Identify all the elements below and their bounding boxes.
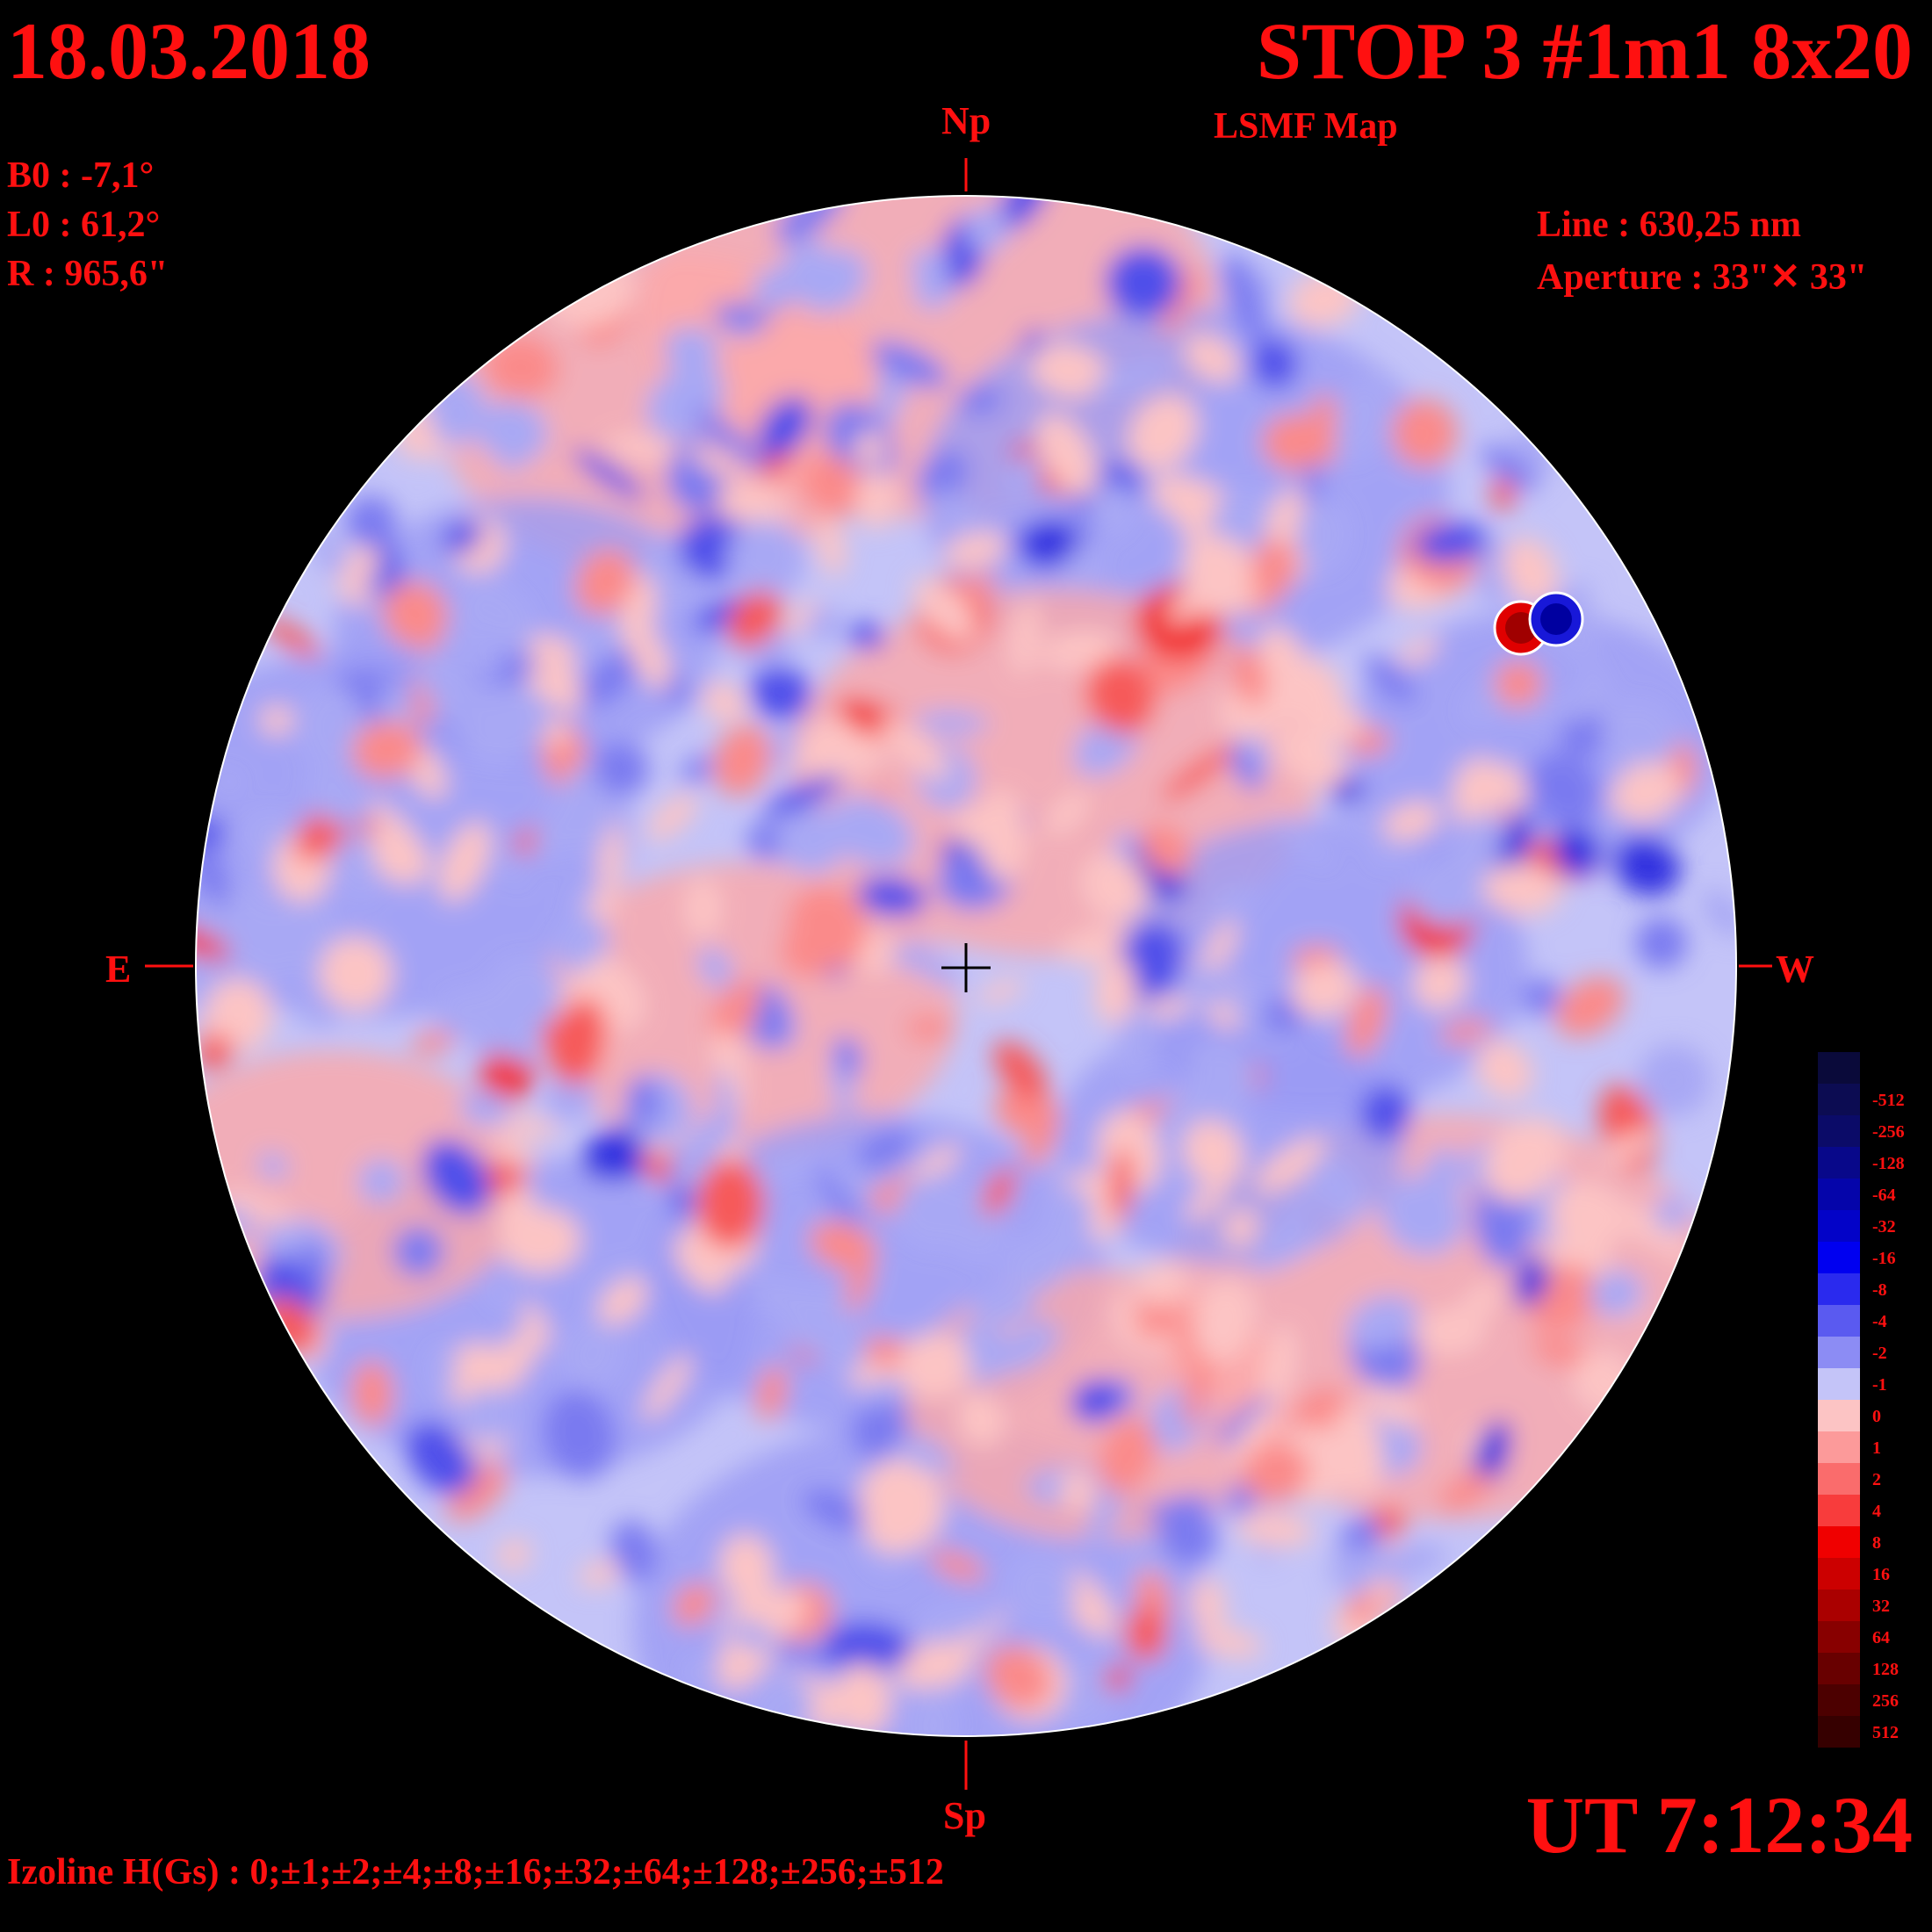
- colorbar-swatch: [1818, 1400, 1860, 1431]
- colorbar-tick-label: 8: [1872, 1533, 1881, 1553]
- aperture: Aperture : 33"✕ 33": [1537, 257, 1868, 298]
- colorbar-tick-label: -8: [1872, 1280, 1887, 1300]
- colorbar-swatch: [1818, 1210, 1860, 1242]
- colorbar-tick-label: -4: [1872, 1312, 1887, 1331]
- colorbar-swatch: [1818, 1716, 1860, 1748]
- colorbar-tick-label: -1: [1872, 1375, 1887, 1395]
- colorbar-tick-label: -32: [1872, 1217, 1896, 1236]
- colorbar-tick-label: -16: [1872, 1249, 1896, 1268]
- disk-limb: [195, 195, 1737, 1737]
- colorbar-tick-label: 2: [1872, 1470, 1881, 1489]
- east-label: E: [105, 948, 132, 991]
- colorbar: [1818, 1052, 1860, 1748]
- colorbar-tick-label: 512: [1872, 1723, 1899, 1742]
- colorbar-swatch: [1818, 1305, 1860, 1337]
- izoline-levels: Izoline H(Gs) : 0;±1;±2;±4;±8;±16;±32;±6…: [7, 1852, 944, 1892]
- colorbar-tick-label: 4: [1872, 1502, 1881, 1521]
- radius-parameter: R : 965,6": [7, 254, 169, 294]
- colorbar-swatch: [1818, 1590, 1860, 1621]
- colorbar-tick-label: 1: [1872, 1438, 1881, 1458]
- colorbar-swatch: [1818, 1558, 1860, 1590]
- colorbar-swatch: [1818, 1495, 1860, 1526]
- colorbar-tick-label: 16: [1872, 1565, 1890, 1584]
- b0-parameter: B0 : -7,1°: [7, 155, 155, 196]
- colorbar-swatch: [1818, 1621, 1860, 1653]
- disk-center-cross: [941, 943, 991, 992]
- colorbar-tick-label: -512: [1872, 1091, 1905, 1110]
- colorbar-swatch: [1818, 1431, 1860, 1463]
- map-subtitle: LSMF Map: [1214, 106, 1398, 147]
- colorbar-swatch: [1818, 1115, 1860, 1147]
- colorbar-swatch: [1818, 1526, 1860, 1558]
- colorbar-swatch: [1818, 1368, 1860, 1400]
- colorbar-swatch: [1818, 1052, 1860, 1084]
- colorbar-tick-label: -64: [1872, 1186, 1896, 1205]
- colorbar-swatch: [1818, 1273, 1860, 1305]
- ut-time: UT 7:12:34: [1525, 1780, 1913, 1870]
- colorbar-swatch: [1818, 1653, 1860, 1684]
- colorbar-swatch: [1818, 1147, 1860, 1179]
- colorbar-tick-label: 64: [1872, 1628, 1890, 1647]
- colorbar-tick-label: -128: [1872, 1154, 1905, 1173]
- north-pole-label: Np: [941, 99, 991, 142]
- observation-date: 18.03.2018: [7, 6, 371, 96]
- colorbar-swatch: [1818, 1337, 1860, 1368]
- colorbar-tick-label: 128: [1872, 1660, 1899, 1679]
- axis-ticks: [145, 158, 1772, 1790]
- colorbar-tick-label: 0: [1872, 1407, 1881, 1426]
- colorbar-swatch: [1818, 1463, 1860, 1495]
- west-label: W: [1776, 948, 1814, 991]
- colorbar-tick-label: 256: [1872, 1691, 1899, 1711]
- colorbar-tick-label: 32: [1872, 1597, 1890, 1616]
- south-pole-label: Sp: [943, 1794, 986, 1837]
- l0-parameter: L0 : 61,2°: [7, 205, 161, 245]
- colorbar-swatch: [1818, 1084, 1860, 1115]
- colorbar-swatch: [1818, 1179, 1860, 1210]
- colorbar-tick-label: -2: [1872, 1344, 1887, 1363]
- map-title: STOP 3 #1m1 8x20: [1256, 6, 1913, 96]
- spectral-line: Line : 630,25 nm: [1537, 205, 1802, 245]
- solar-disk: [196, 196, 1736, 1736]
- colorbar-swatch: [1818, 1242, 1860, 1273]
- colorbar-swatch: [1818, 1684, 1860, 1716]
- colorbar-tick-label: -256: [1872, 1122, 1905, 1142]
